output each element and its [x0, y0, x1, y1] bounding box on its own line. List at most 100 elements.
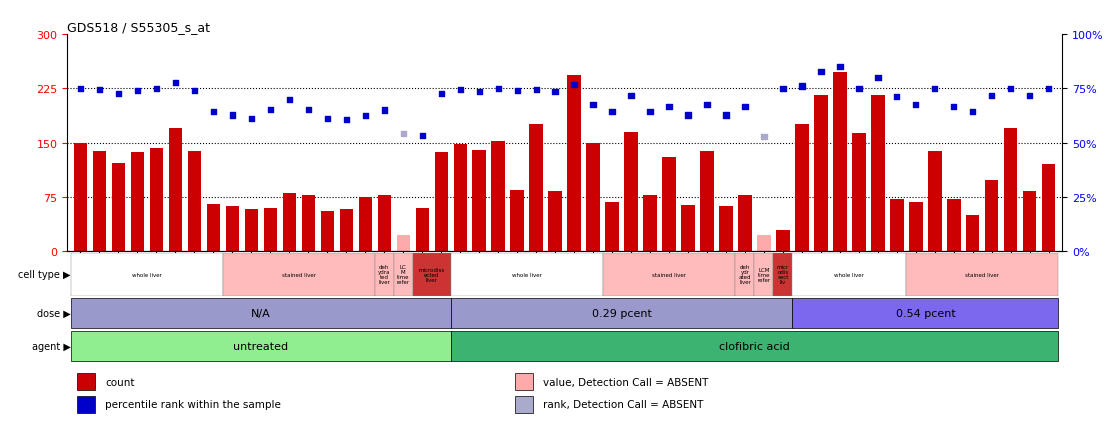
Bar [283, 194, 296, 252]
Bar [947, 200, 960, 252]
Point [964, 108, 982, 115]
Text: count: count [105, 377, 134, 387]
Bar [226, 207, 239, 252]
Point [91, 87, 108, 94]
Bar [909, 203, 922, 252]
Point [774, 85, 792, 92]
Bar [1042, 165, 1055, 252]
Bar [321, 212, 334, 252]
Bar [514, 373, 533, 390]
Text: micr
odis
sect
liv: micr odis sect liv [777, 265, 789, 285]
Point [547, 89, 565, 96]
Point [509, 88, 527, 95]
Bar [1004, 129, 1017, 252]
Text: rank, Detection Call = ABSENT: rank, Detection Call = ABSENT [542, 399, 703, 409]
Text: stained liver: stained liver [965, 272, 999, 277]
Bar [907, 253, 1059, 296]
Point [129, 88, 146, 95]
Bar [928, 152, 941, 252]
Bar [587, 143, 599, 252]
Point [679, 112, 697, 119]
Bar [397, 236, 410, 252]
Text: untreated: untreated [234, 341, 288, 351]
Point [584, 102, 601, 108]
Bar [188, 152, 201, 252]
Text: N/A: N/A [250, 309, 271, 318]
Bar [833, 72, 846, 252]
Bar [454, 145, 467, 252]
Point [471, 89, 489, 96]
Point [622, 93, 639, 100]
Point [831, 64, 849, 71]
Point [338, 117, 356, 124]
Bar [625, 132, 637, 252]
Point [528, 87, 546, 94]
Text: dose ▶: dose ▶ [37, 309, 70, 318]
Bar [169, 129, 182, 252]
Bar [757, 236, 770, 252]
Bar [774, 253, 793, 296]
Bar [793, 298, 1059, 329]
Bar [245, 210, 258, 252]
Text: stained liver: stained liver [282, 272, 315, 277]
Text: whole liver: whole liver [512, 272, 541, 277]
Point [869, 75, 887, 82]
Bar [451, 298, 793, 329]
Point [243, 116, 260, 123]
Bar [1023, 192, 1036, 252]
Text: deh
ydra
ted
liver: deh ydra ted liver [378, 265, 390, 285]
Bar [852, 134, 865, 252]
Point [698, 102, 716, 108]
Point [926, 85, 944, 92]
Point [205, 108, 222, 115]
Point [319, 116, 337, 123]
Bar [662, 158, 675, 252]
Text: value, Detection Call = ABSENT: value, Detection Call = ABSENT [542, 377, 708, 387]
Bar [681, 205, 694, 252]
Bar [340, 210, 353, 252]
Bar [375, 253, 394, 296]
Bar [793, 253, 907, 296]
Point [641, 108, 659, 115]
Point [224, 112, 241, 119]
Bar [719, 207, 732, 252]
Text: deh
ydr
ated
liver: deh ydr ated liver [739, 265, 751, 285]
Point [376, 107, 394, 114]
Point [110, 91, 127, 98]
Point [167, 80, 184, 87]
Bar [131, 153, 144, 252]
Point [395, 130, 413, 137]
Point [812, 69, 830, 76]
Text: agent ▶: agent ▶ [32, 341, 70, 351]
Point [945, 104, 963, 111]
Point [72, 85, 89, 92]
Point [907, 102, 925, 108]
Bar [511, 191, 523, 252]
Bar [985, 181, 998, 252]
Bar [795, 125, 808, 252]
Point [433, 91, 451, 98]
Bar [871, 96, 884, 252]
Text: whole liver: whole liver [834, 272, 864, 277]
Bar [359, 197, 372, 252]
Text: 0.29 pcent: 0.29 pcent [591, 309, 652, 318]
Point [357, 113, 375, 120]
Point [603, 108, 620, 115]
Text: 0.54 pcent: 0.54 pcent [896, 309, 955, 318]
Text: percentile rank within the sample: percentile rank within the sample [105, 399, 281, 409]
Bar [549, 192, 561, 252]
Bar [814, 96, 827, 252]
Bar [530, 125, 542, 252]
Bar [738, 195, 751, 252]
Point [717, 112, 735, 119]
Point [755, 134, 773, 141]
Bar [451, 331, 1059, 361]
Point [452, 87, 470, 94]
Bar [413, 253, 451, 296]
Point [565, 82, 582, 89]
Bar [776, 230, 789, 252]
Bar [568, 76, 580, 252]
Text: stained liver: stained liver [652, 272, 686, 277]
Point [793, 83, 811, 90]
Text: microdiss
ected
liver: microdiss ected liver [418, 267, 445, 282]
